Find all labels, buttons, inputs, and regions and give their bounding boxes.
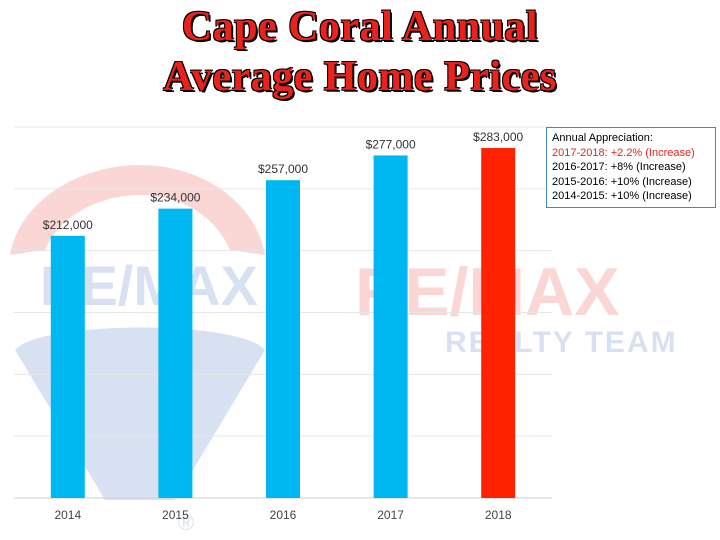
value-label-2014: $212,000 — [43, 218, 93, 232]
value-labels: $212,000 $234,000 $257,000 $277,000 $283,000 — [43, 130, 524, 232]
annual-appreciation-box: Annual Appreciation: 2017-2018: +2.2% (I… — [546, 127, 716, 208]
x-tick-label-2016: 2016 — [270, 508, 297, 522]
watermark-registered: ® — [178, 510, 194, 535]
x-tick-label-2018: 2018 — [485, 508, 512, 522]
value-label-2015: $234,000 — [150, 191, 200, 205]
x-axis-ticks: 2014 2015 2016 2017 2018 — [54, 508, 511, 522]
title-line-2: Average Home Prices — [163, 54, 557, 100]
appreciation-item: 2016-2017: +8% (Increase) — [552, 161, 686, 173]
bars — [50, 148, 516, 499]
x-tick-label-2017: 2017 — [377, 508, 404, 522]
value-label-2017: $277,000 — [366, 137, 416, 151]
balloon-top-shape — [10, 165, 265, 255]
title-line-1: Cape Coral Annual — [181, 4, 539, 50]
appreciation-heading: Annual Appreciation: — [552, 132, 653, 144]
bar-2017 — [373, 155, 408, 498]
bar-2016 — [266, 180, 300, 498]
appreciation-item: 2017-2018: +2.2% (Increase) — [552, 146, 695, 159]
page-title: Cape Coral Annual Average Home Prices — [0, 2, 720, 102]
bar-2015 — [158, 208, 193, 498]
bar-2018 — [481, 148, 516, 499]
x-tick-label-2015: 2015 — [162, 508, 189, 522]
value-label-2018: $283,000 — [473, 130, 523, 144]
x-tick-label-2014: 2014 — [54, 508, 81, 522]
appreciation-item: 2015-2016: +10% (Increase) — [552, 175, 692, 188]
bar-2014 — [50, 235, 85, 498]
appreciation-item: 2014-2015: +10% (Increase) — [552, 190, 692, 202]
value-label-2016: $257,000 — [258, 162, 308, 176]
remax-watermark: RE/MAX RE/MAX REALTY TEAM ® — [10, 165, 678, 535]
watermark-right-subtext: REALTY TEAM — [445, 326, 678, 359]
